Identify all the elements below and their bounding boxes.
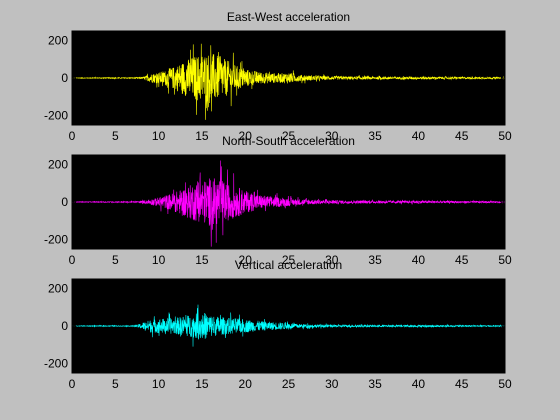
y-tick-label: 0 [61,319,68,333]
y-tick-label: 200 [48,157,68,171]
x-tick-label: 0 [69,377,76,391]
y-tick-label: 0 [61,71,68,85]
x-tick-label: 20 [239,253,253,267]
x-tick-label: 10 [152,377,166,391]
y-tick-label: -200 [44,109,68,123]
chart-title: East-West acceleration [227,10,350,24]
x-tick-label: 40 [412,253,426,267]
y-tick-label: 0 [61,195,68,209]
x-tick-label: 40 [412,129,426,143]
x-tick-label: 35 [368,129,382,143]
subplot-2: 0 5 10 15 20 25 30 35 40 45 50-2000200North-South … [44,134,512,267]
x-tick-label: 35 [368,377,382,391]
series-line [72,160,505,247]
x-tick-label: 15 [195,129,209,143]
chart-title: Vertical acceleration [235,258,342,272]
x-tick-label: 30 [325,377,339,391]
x-tick-label: 5 [112,129,119,143]
x-tick-label: 30 [325,253,339,267]
x-tick-label: 50 [498,129,512,143]
x-tick-label: 40 [412,377,426,391]
x-tick-label: 25 [282,129,296,143]
y-tick-label: -200 [44,233,68,247]
series-line [72,43,505,120]
y-tick-label: 200 [48,281,68,295]
x-tick-label: 25 [282,377,296,391]
x-tick-label: 0 [69,129,76,143]
x-tick-label: 0 [69,253,76,267]
x-tick-label: 20 [239,377,253,391]
x-tick-label: 45 [455,377,469,391]
x-tick-label: 45 [455,129,469,143]
x-tick-label: 35 [368,253,382,267]
chart-title: North-South acceleration [222,134,355,148]
x-tick-label: 50 [498,377,512,391]
x-tick-label: 5 [112,377,119,391]
x-tick-label: 10 [152,253,166,267]
x-tick-label: 20 [239,129,253,143]
x-tick-label: 15 [195,253,209,267]
x-tick-label: 30 [325,129,339,143]
x-tick-label: 45 [455,253,469,267]
x-tick-label: 50 [498,253,512,267]
series-line [72,304,505,347]
x-tick-label: 5 [112,253,119,267]
y-tick-label: -200 [44,357,68,371]
x-tick-label: 10 [152,129,166,143]
y-tick-label: 200 [48,33,68,47]
x-tick-label: 25 [282,253,296,267]
x-tick-label: 15 [195,377,209,391]
